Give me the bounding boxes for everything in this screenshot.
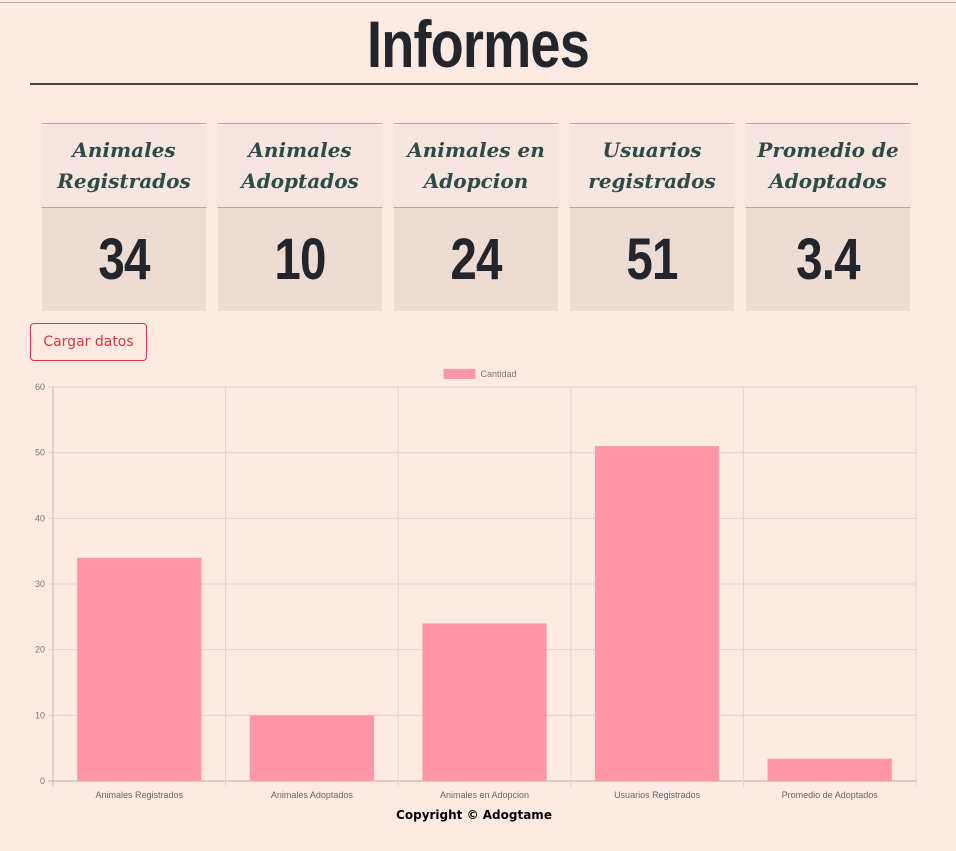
x-tick-label: Animales Adoptados bbox=[271, 790, 354, 800]
stat-card-animales-registrados: Animales Registrados 34 bbox=[42, 123, 206, 311]
y-tick-label: 40 bbox=[35, 513, 45, 523]
stat-card-animales-en-adopcion: Animales en Adopcion 24 bbox=[394, 123, 558, 311]
x-tick-label: Promedio de Adoptados bbox=[782, 790, 879, 800]
bar bbox=[594, 446, 720, 781]
stats-row: Animales Registrados 34 Animales Adoptad… bbox=[42, 123, 910, 311]
bar bbox=[767, 758, 892, 781]
page-title: Informes bbox=[366, 7, 590, 81]
bar bbox=[422, 623, 547, 781]
top-border bbox=[0, 2, 956, 3]
stat-card-usuarios-registrados: Usuarios registrados 51 bbox=[570, 123, 734, 311]
stat-label: Usuarios registrados bbox=[570, 124, 734, 208]
stat-label: Promedio de Adoptados bbox=[746, 124, 910, 208]
legend-swatch bbox=[443, 369, 476, 379]
stat-label: Animales en Adopcion bbox=[394, 124, 558, 208]
stat-value: 10 bbox=[274, 227, 326, 292]
bar-chart: 0 10 20 30 40 50 60 Animales Registrados Animale… bbox=[35, 369, 917, 800]
stat-value: 24 bbox=[450, 227, 502, 292]
stat-value: 51 bbox=[626, 227, 678, 292]
y-tick-label: 20 bbox=[35, 645, 45, 655]
stat-label: Animales Registrados bbox=[42, 124, 206, 208]
x-tick-label: Animales Registrados bbox=[96, 790, 184, 800]
stat-card-animales-adoptados: Animales Adoptados 10 bbox=[218, 123, 382, 311]
stat-card-promedio-de-adoptados: Promedio de Adoptados 3.4 bbox=[746, 123, 910, 311]
x-tick-label: Animales en Adopcion bbox=[440, 790, 529, 800]
footer-copyright: Copyright © Adogtame bbox=[396, 808, 552, 822]
bar bbox=[249, 715, 375, 781]
y-tick-label: 10 bbox=[35, 710, 45, 720]
stat-value: 34 bbox=[98, 227, 150, 292]
y-tick-label: 30 bbox=[35, 579, 45, 589]
y-tick-label: 60 bbox=[35, 382, 45, 392]
stat-label: Animales Adoptados bbox=[218, 124, 382, 208]
load-data-button[interactable]: Cargar datos bbox=[30, 323, 147, 361]
stat-value: 3.4 bbox=[796, 227, 860, 292]
x-tick-label: Usuarios Registrados bbox=[614, 790, 701, 800]
title-divider bbox=[30, 83, 918, 85]
legend-label: Cantidad bbox=[481, 369, 517, 379]
y-tick-label: 50 bbox=[35, 448, 45, 458]
y-tick-label: 0 bbox=[40, 776, 45, 786]
bar bbox=[77, 557, 202, 781]
